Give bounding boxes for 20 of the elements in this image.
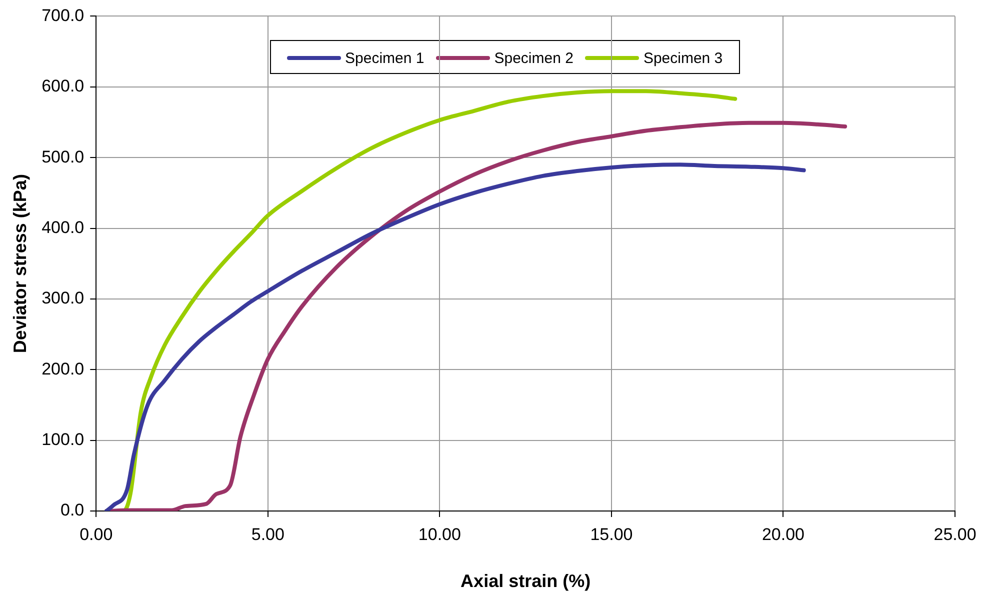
legend-label: Specimen 3 <box>643 50 723 66</box>
y-tick-label: 0.0 <box>60 500 84 520</box>
y-axis-title: Deviator stress (kPa) <box>10 174 30 354</box>
x-tick-label: 10.00 <box>418 524 461 544</box>
y-tick-label: 600.0 <box>42 76 84 96</box>
y-tick-label: 400.0 <box>42 218 84 237</box>
y-tick-label: 200.0 <box>42 359 84 378</box>
x-tick-label: 15.00 <box>590 524 633 544</box>
y-tick-label: 100.0 <box>42 430 84 449</box>
x-tick-label: 0.00 <box>80 524 113 544</box>
legend-label: Specimen 1 <box>345 50 424 66</box>
y-tick-label: 700.0 <box>42 6 84 25</box>
x-tick-label: 5.00 <box>251 524 284 544</box>
legend-label: Specimen 2 <box>494 50 574 66</box>
x-tick-label: 20.00 <box>762 524 804 544</box>
line-series <box>104 162 806 511</box>
x-tick-label: 25.00 <box>934 524 976 544</box>
y-tick-label: 300.0 <box>42 288 84 308</box>
x-axis-title: Axial strain (%) <box>460 571 591 592</box>
y-tick-label: 500.0 <box>42 147 84 166</box>
